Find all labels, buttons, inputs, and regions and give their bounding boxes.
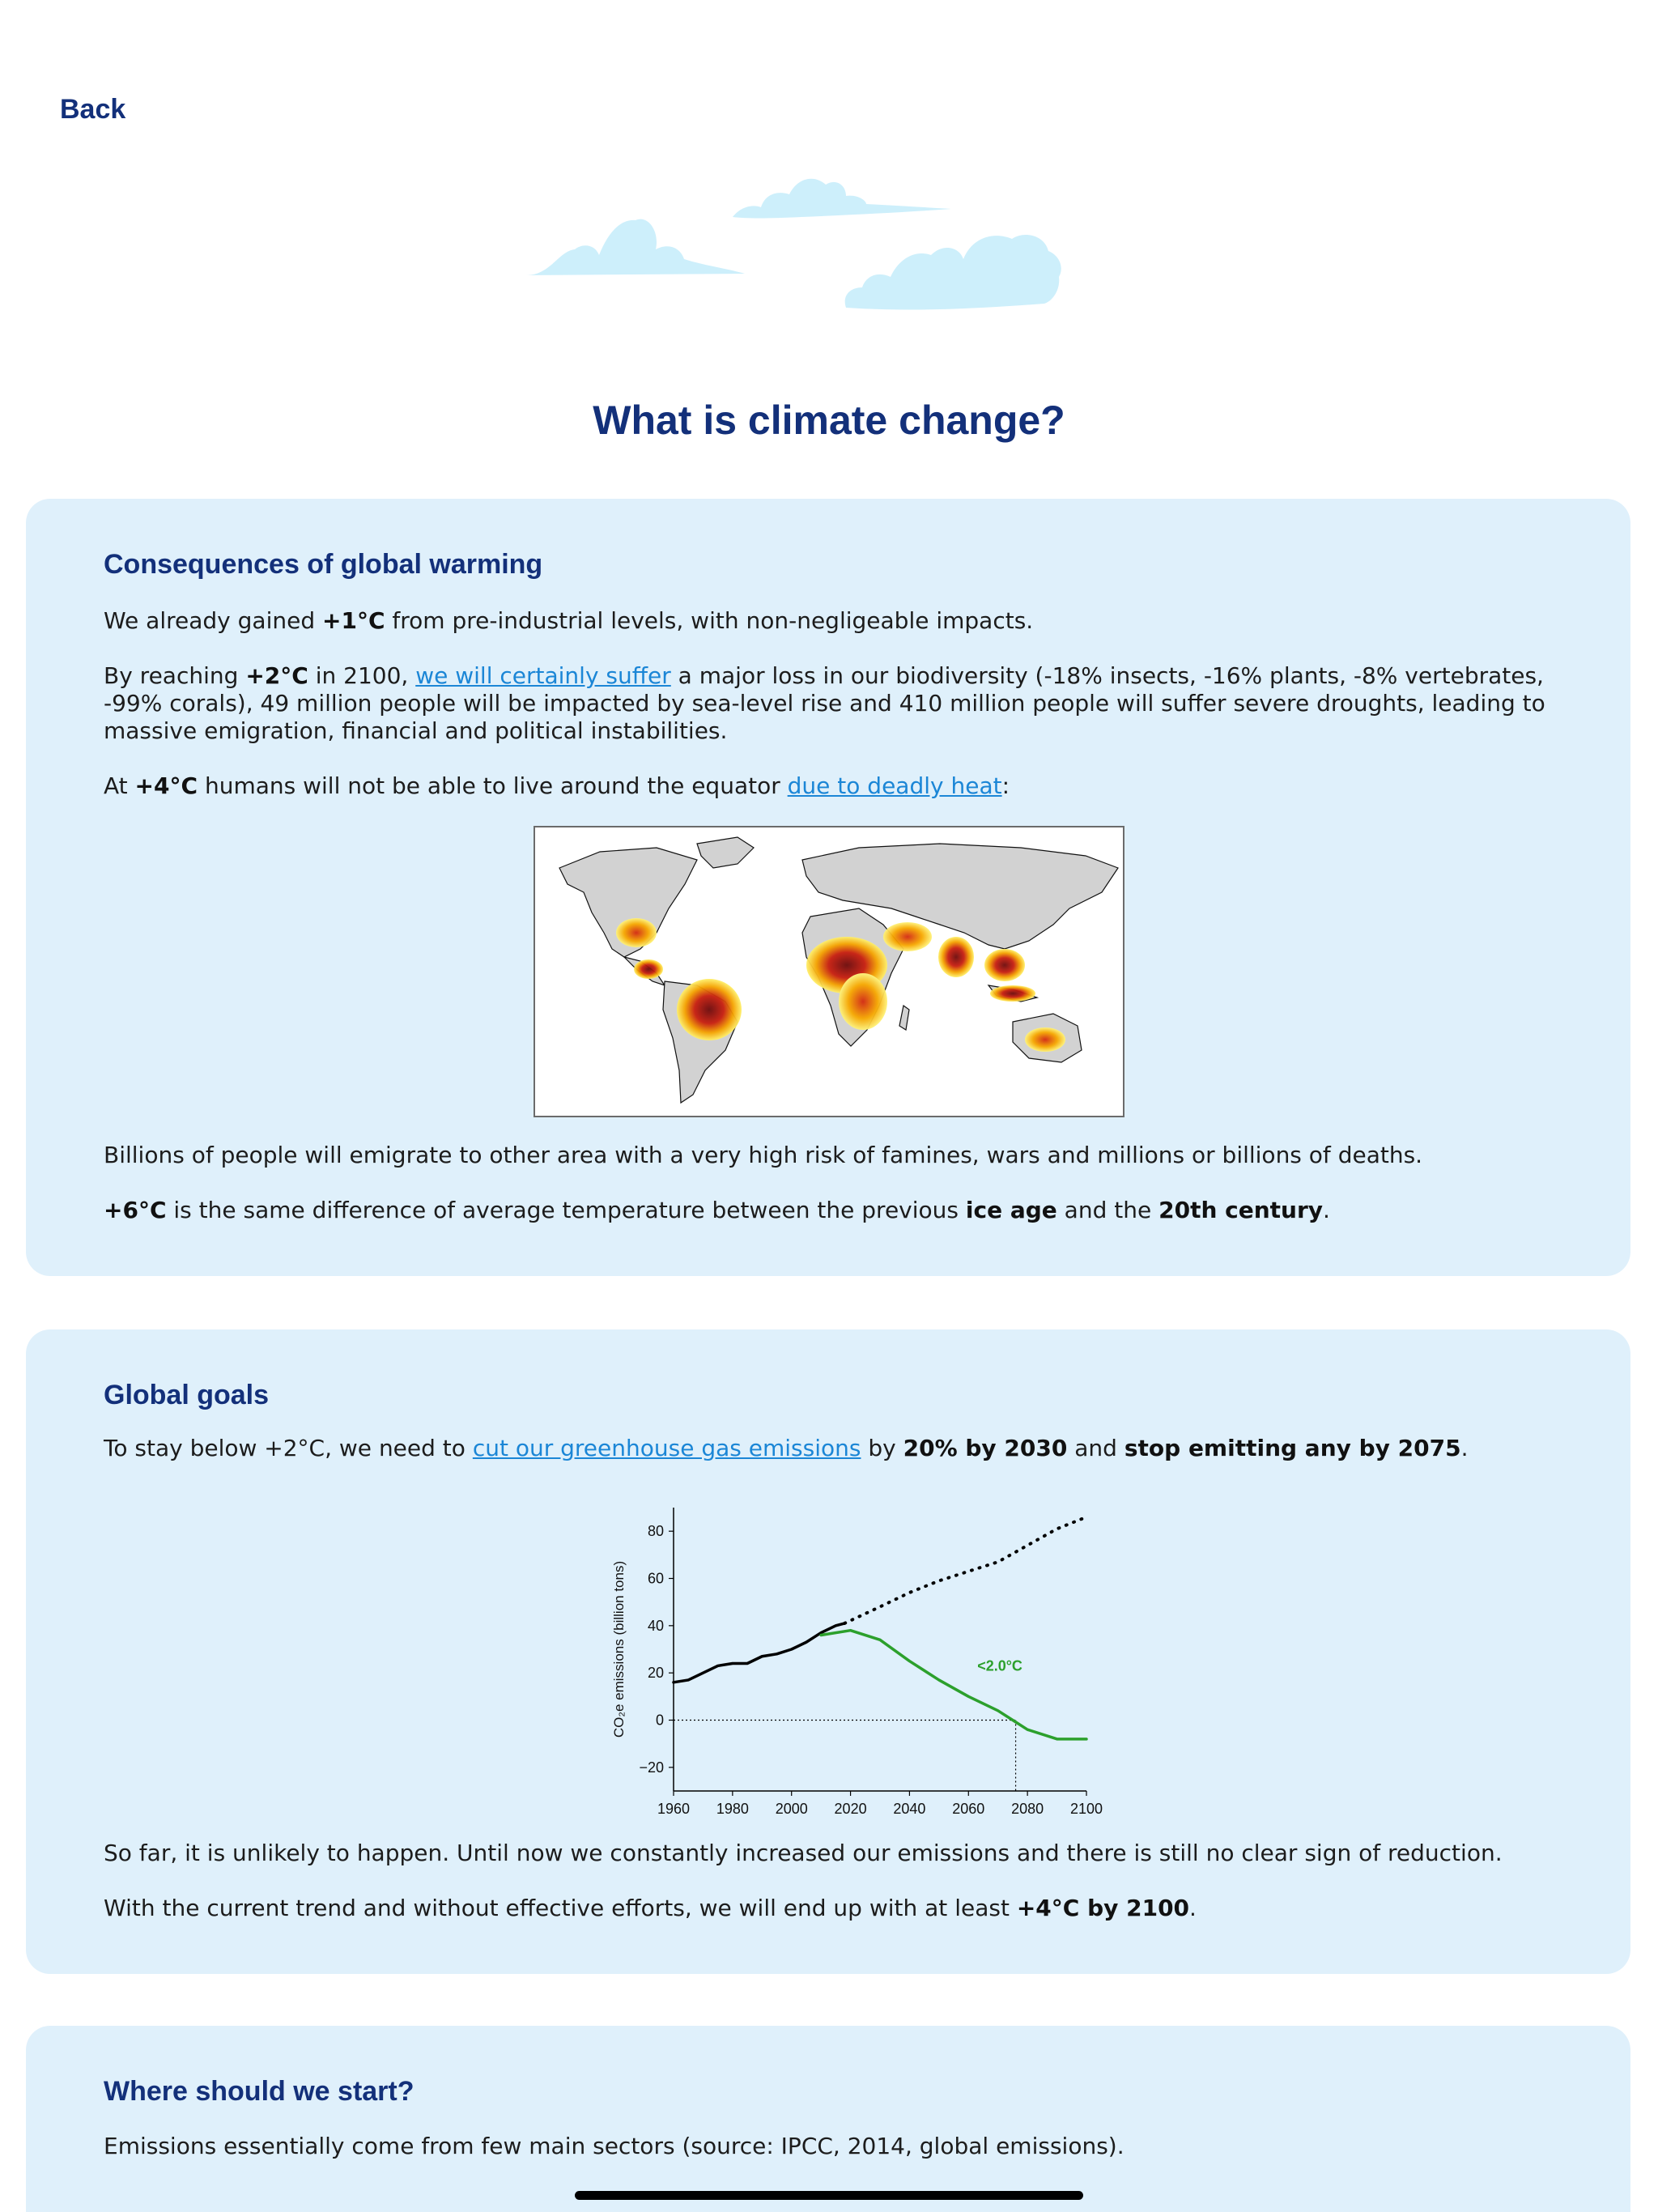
paragraph-plus-two: By reaching +2°C in 2100, we will certai… bbox=[104, 662, 1545, 744]
map-greenland bbox=[696, 836, 755, 869]
bold-text: +2°C bbox=[245, 662, 308, 689]
bold-text: +1°C bbox=[322, 607, 385, 634]
bold-text: 20th century bbox=[1158, 1197, 1324, 1223]
y-tick-label: −20 bbox=[639, 1759, 664, 1776]
x-tick-label: 2080 bbox=[1011, 1801, 1044, 1817]
chart-axes bbox=[669, 1508, 1087, 1796]
annotation-below-2c: <2.0°C bbox=[977, 1657, 1022, 1674]
section-heading: Where should we start? bbox=[104, 2076, 414, 2107]
x-tick-label: 2000 bbox=[776, 1801, 808, 1817]
heat-india bbox=[938, 937, 974, 977]
link-deadly-heat[interactable]: due to deadly heat bbox=[787, 772, 1002, 799]
series-current-trend bbox=[843, 1515, 1088, 1625]
heat-overlays bbox=[616, 918, 1065, 1052]
consequences-card: Consequences of global warming We alread… bbox=[26, 499, 1630, 1276]
section-heading: Global goals bbox=[104, 1380, 270, 1410]
bold-text: +6°C bbox=[104, 1197, 167, 1223]
link-certainly-suffer[interactable]: we will certainly suffer bbox=[415, 662, 671, 689]
heat-australia bbox=[1025, 1027, 1065, 1052]
heat-se-asia bbox=[984, 949, 1025, 981]
heat-middle-east bbox=[883, 922, 932, 951]
cloud-top bbox=[733, 178, 951, 219]
y-axis-label: CO₂e emissions (billion tons) bbox=[611, 1561, 627, 1738]
y-tick-label: 60 bbox=[648, 1571, 664, 1587]
heat-south-america bbox=[677, 979, 742, 1040]
series-historical bbox=[672, 1622, 847, 1684]
y-tick-label: 20 bbox=[648, 1665, 664, 1681]
bold-text: +4°C bbox=[134, 772, 198, 799]
page-title: What is climate change? bbox=[593, 398, 1065, 443]
paragraph-plus-four: At +4°C humans will not be able to live … bbox=[104, 772, 1010, 799]
paragraph-sectors: Emissions essentially come from few main… bbox=[104, 2133, 1124, 2159]
heat-central-america bbox=[634, 959, 663, 979]
map-north-america bbox=[559, 847, 698, 958]
cloud-right bbox=[844, 235, 1061, 310]
bold-text: stop emitting any by 2075 bbox=[1124, 1435, 1461, 1461]
x-tick-label: 2060 bbox=[952, 1801, 984, 1817]
bold-text: 20% by 2030 bbox=[903, 1435, 1068, 1461]
x-tick-label: 2100 bbox=[1070, 1801, 1103, 1817]
chart-lines bbox=[672, 1515, 1088, 1741]
paragraph-targets: To stay below +2°C, we need to cut our g… bbox=[104, 1435, 1469, 1461]
paragraph-emigration: Billions of people will emigrate to othe… bbox=[104, 1142, 1423, 1168]
paragraph-current-warming: We already gained +1°C from pre-industri… bbox=[104, 607, 1034, 634]
bold-text: ice age bbox=[965, 1197, 1057, 1223]
y-tick-label: 80 bbox=[648, 1523, 664, 1539]
y-tick-label: 0 bbox=[656, 1712, 664, 1729]
map-madagascar bbox=[899, 1004, 910, 1031]
section-heading: Consequences of global warming bbox=[104, 549, 543, 580]
heat-us-south bbox=[616, 918, 657, 947]
cloud-left bbox=[526, 219, 745, 275]
back-link[interactable]: Back bbox=[60, 94, 126, 125]
series-below-2c bbox=[819, 1628, 1088, 1741]
x-tick-label: 2040 bbox=[893, 1801, 925, 1817]
x-tick-label: 2020 bbox=[835, 1801, 867, 1817]
paragraph-plus-six: +6°C is the same difference of average t… bbox=[104, 1197, 1330, 1223]
y-tick-label: 40 bbox=[648, 1618, 664, 1634]
paragraph-unlikely: So far, it is unlikely to happen. Until … bbox=[104, 1840, 1503, 1866]
heat-indonesia bbox=[990, 985, 1035, 1002]
bold-text: +4°C by 2100 bbox=[1016, 1895, 1190, 1921]
x-tick-label: 1980 bbox=[716, 1801, 749, 1817]
paragraph-current-trend: With the current trend and without effec… bbox=[104, 1895, 1197, 1921]
clouds-illustration bbox=[526, 178, 1061, 310]
where-to-start-card: Where should we start? Emissions essenti… bbox=[26, 2026, 1630, 2212]
emissions-chart: −20 0 20 40 60 80 1960 1980 2000 2020 2040 2060 2080… bbox=[560, 1491, 1111, 1831]
global-goals-card: Global goals To stay below +2°C, we need… bbox=[26, 1329, 1630, 1974]
x-tick-label: 1960 bbox=[657, 1801, 690, 1817]
deadly-heat-world-map bbox=[534, 826, 1124, 1117]
home-indicator bbox=[575, 2191, 1083, 2200]
link-cut-emissions[interactable]: cut our greenhouse gas emissions bbox=[472, 1435, 861, 1461]
heat-central-africa bbox=[839, 973, 887, 1030]
